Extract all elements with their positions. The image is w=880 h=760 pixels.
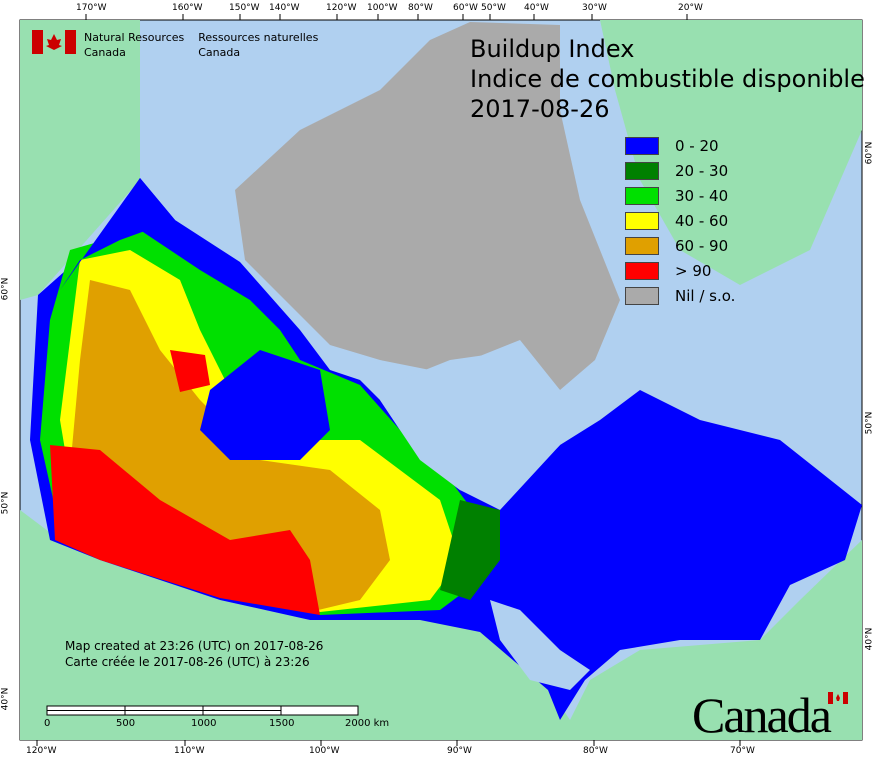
credit-en: Map created at 23:26 (UTC) on 2017-08-26 (65, 639, 324, 653)
zone-0-20-north (200, 350, 330, 460)
top-tick: 160°W (172, 3, 203, 13)
top-tick: 140°W (269, 3, 300, 13)
zone-20-30 (440, 500, 500, 600)
legend-swatch (625, 286, 659, 305)
great-lakes (490, 600, 590, 690)
top-tick: 100°W (367, 3, 398, 13)
legend-swatch (625, 186, 659, 205)
greenland-land (600, 20, 862, 285)
bottom-tick: 90°W (447, 746, 472, 756)
bottom-tick: 100°W (309, 746, 340, 756)
left-tick: 40°N (0, 687, 11, 711)
legend-label: 30 - 40 (675, 186, 729, 205)
legend: 0 - 20 20 - 30 30 - 40 40 - 60 60 - 90 >… (625, 133, 735, 308)
legend-label: 40 - 60 (675, 211, 729, 230)
legend-item: 60 - 90 (625, 233, 735, 258)
top-tick: 40°W (524, 3, 549, 13)
scale-label: 2000 km (345, 718, 390, 729)
agency-en-line1: Natural Resources (84, 31, 185, 44)
legend-label: Nil / s.o. (675, 286, 736, 305)
canada-flag-icon (32, 30, 76, 54)
legend-label: > 90 (675, 261, 712, 280)
scale-label: 0 (44, 718, 51, 729)
right-tick: 60°N (864, 141, 875, 165)
legend-item: > 90 (625, 258, 735, 283)
map-credit: Map created at 23:26 (UTC) on 2017-08-26… (65, 638, 323, 670)
legend-item: 30 - 40 (625, 183, 735, 208)
legend-item: 40 - 60 (625, 208, 735, 233)
top-tick: 30°W (582, 3, 607, 13)
legend-swatch (625, 211, 659, 230)
bottom-tick: 80°W (583, 746, 608, 756)
right-tick: 50°N (864, 411, 875, 435)
agency-fr-line2: Canada (198, 46, 241, 59)
alaska-land (20, 20, 140, 300)
scale-label: 1500 (269, 718, 295, 729)
legend-swatch (625, 136, 659, 155)
scale-label: 1000 (191, 718, 217, 729)
agency-en-line2: Canada (84, 46, 126, 59)
canada-wordmark: Canada (692, 687, 832, 743)
usa-land (20, 510, 862, 740)
top-tick: 120°W (326, 3, 357, 13)
bottom-tick: 70°W (730, 746, 755, 756)
legend-swatch (625, 161, 659, 180)
arctic-islands-nil (235, 22, 620, 390)
scale-bar (46, 705, 359, 716)
left-tick: 50°N (0, 491, 11, 515)
right-tick: 40°N (864, 627, 875, 651)
bottom-tick: 120°W (26, 746, 57, 756)
top-tick: 80°W (408, 3, 433, 13)
legend-label: 20 - 30 (675, 161, 729, 180)
map-title: Buildup Index Indice de combustible disp… (470, 34, 865, 124)
legend-item: 20 - 30 (625, 158, 735, 183)
scale-label: 500 (116, 718, 136, 729)
legend-swatch (625, 261, 659, 280)
hudson-bay (380, 350, 560, 505)
zone-0-20-yukon (60, 178, 175, 290)
bottom-tick: 110°W (174, 746, 205, 756)
title-en: Buildup Index (470, 35, 635, 63)
title-fr: Indice de combustible disponible (470, 65, 865, 93)
graticule-ticks (36, 14, 741, 746)
nrcan-signature: Natural Resources Canada Ressources natur… (32, 30, 318, 60)
agency-fr-line1: Ressources naturelles (198, 31, 319, 44)
map-date: 2017-08-26 (470, 95, 610, 123)
zone-over-90-north (170, 350, 210, 392)
legend-label: 0 - 20 (675, 136, 719, 155)
legend-item: 0 - 20 (625, 133, 735, 158)
left-tick: 60°N (0, 277, 11, 301)
top-tick: 150°W (229, 3, 260, 13)
credit-fr: Carte créée le 2017-08-26 (UTC) à 23:26 (65, 655, 310, 669)
top-tick: 20°W (678, 3, 703, 13)
legend-label: 60 - 90 (675, 236, 729, 255)
top-tick: 50°W (481, 3, 506, 13)
wordmark-flag-icon (828, 692, 848, 704)
legend-swatch (625, 236, 659, 255)
legend-item: Nil / s.o. (625, 283, 735, 308)
top-tick: 170°W (76, 3, 107, 13)
zone-over-90 (50, 445, 320, 615)
top-tick: 60°W (453, 3, 478, 13)
